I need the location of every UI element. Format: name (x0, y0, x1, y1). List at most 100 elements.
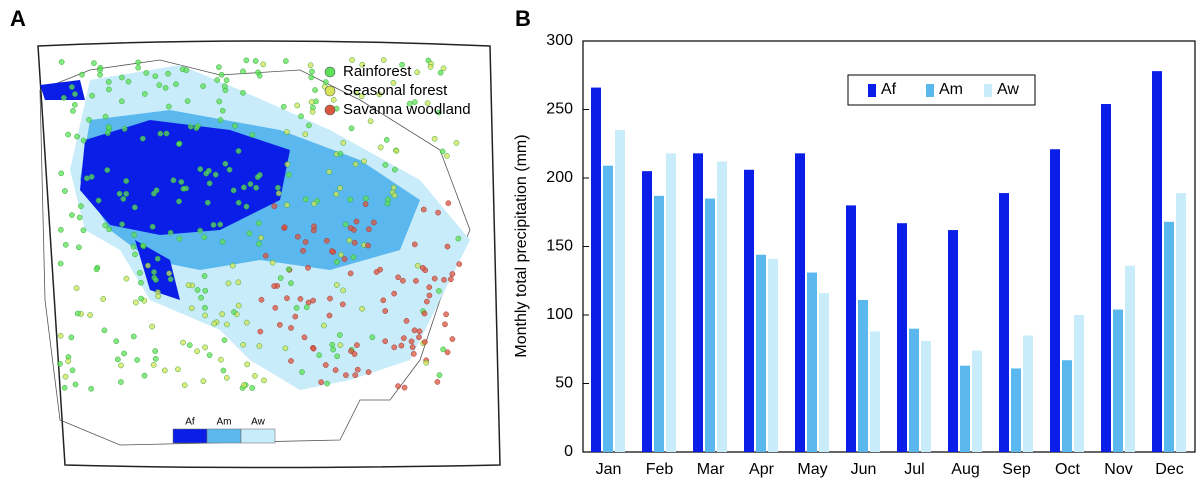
occurrence-point (347, 225, 354, 231)
occurrence-point (312, 87, 318, 93)
occurrence-point (395, 274, 401, 281)
occurrence-point (141, 372, 148, 379)
occurrence-point (443, 311, 449, 318)
occurrence-point (176, 198, 182, 205)
occurrence-point (440, 346, 446, 353)
occurrence-point (288, 280, 294, 287)
occurrence-point (363, 195, 369, 202)
occurrence-point (206, 352, 213, 358)
occurrence-point (194, 287, 201, 293)
occurrence-point (436, 372, 443, 378)
occurrence-point (284, 161, 291, 168)
occurrence-point (269, 259, 276, 266)
occurrence-point (349, 57, 355, 63)
occurrence-point (69, 212, 75, 218)
occurrence-point (135, 59, 142, 66)
occurrence-point (216, 98, 223, 105)
occurrence-point (186, 342, 193, 348)
occurrence-point (91, 60, 97, 66)
occurrence-point (284, 295, 290, 302)
occurrence-point (300, 247, 306, 254)
occurrence-point (437, 69, 444, 76)
occurrence-point (436, 288, 442, 294)
occurrence-point (149, 323, 155, 330)
y-axis-label: Monthly total precipitation (mm) (513, 134, 530, 357)
occurrence-point (366, 226, 372, 233)
occurrence-point (203, 170, 210, 177)
bar (756, 254, 766, 452)
occurrence-point (175, 366, 181, 373)
occurrence-point (243, 203, 250, 210)
bar (768, 258, 778, 452)
occurrence-point (173, 81, 179, 88)
occurrence-point (219, 311, 225, 317)
occurrence-point (382, 162, 389, 168)
legend-label: Am (939, 81, 963, 98)
occurrence-point (244, 361, 251, 368)
occurrence-point (70, 108, 76, 114)
occurrence-point (424, 298, 430, 305)
occurrence-point (136, 270, 143, 276)
bar (819, 293, 829, 452)
occurrence-point (95, 197, 102, 204)
bar (642, 171, 652, 452)
occurrence-point (224, 375, 230, 381)
bar (1125, 265, 1135, 452)
occurrence-point (382, 338, 389, 345)
bar (744, 169, 754, 452)
occurrence-point (423, 359, 429, 366)
occurrence-point (336, 332, 343, 338)
legend-marker (324, 66, 336, 78)
occurrence-point (332, 367, 339, 373)
occurrence-point (285, 266, 292, 273)
occurrence-point (408, 338, 415, 345)
occurrence-point (226, 166, 233, 173)
occurrence-point (74, 133, 80, 140)
occurrence-point (329, 248, 335, 254)
occurrence-point (288, 325, 294, 331)
occurrence-point (365, 242, 371, 249)
occurrence-point (221, 337, 228, 343)
occurrence-point (133, 299, 139, 306)
occurrence-point (206, 180, 213, 187)
occurrence-point (140, 242, 146, 249)
occurrence-point (62, 188, 68, 194)
occurrence-point (157, 130, 164, 137)
occurrence-point (125, 78, 132, 85)
bar (897, 223, 907, 452)
occurrence-point (87, 312, 93, 318)
occurrence-point (380, 297, 387, 304)
occurrence-point (324, 380, 331, 387)
occurrence-point (231, 309, 237, 315)
occurrence-point (311, 200, 317, 207)
occurrence-point (57, 260, 64, 267)
occurrence-point (68, 334, 75, 341)
occurrence-point (188, 305, 195, 312)
occurrence-point (181, 382, 188, 389)
x-tick-label: Mar (697, 461, 725, 478)
occurrence-point (134, 357, 141, 363)
occurrence-point (359, 61, 366, 68)
occurrence-point (138, 295, 144, 302)
occurrence-point (170, 177, 177, 184)
occurrence-point (167, 229, 174, 236)
occurrence-point (354, 366, 361, 373)
occurrence-point (120, 196, 127, 202)
occurrence-point (65, 358, 72, 365)
occurrence-point (256, 72, 263, 79)
bar (1164, 221, 1174, 452)
occurrence-point (308, 74, 315, 81)
occurrence-point (123, 275, 130, 282)
occurrence-point (185, 282, 192, 289)
bar (717, 161, 727, 452)
occurrence-point (162, 84, 169, 91)
occurrence-point (89, 92, 95, 99)
occurrence-point (326, 312, 333, 319)
occurrence-point (257, 328, 264, 335)
occurrence-point (118, 98, 125, 105)
bar (948, 230, 958, 452)
occurrence-point (225, 280, 232, 287)
occurrence-point (165, 70, 171, 77)
occurrence-point (163, 130, 170, 137)
occurrence-point (262, 252, 269, 259)
